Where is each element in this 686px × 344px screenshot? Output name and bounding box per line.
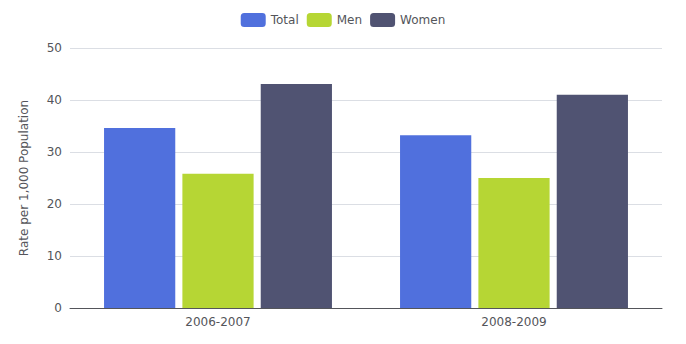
svg-text:10: 10 xyxy=(47,249,62,263)
svg-text:0: 0 xyxy=(54,301,62,315)
svg-text:Men: Men xyxy=(337,13,362,27)
svg-text:Total: Total xyxy=(270,13,299,27)
svg-text:50: 50 xyxy=(47,41,62,55)
svg-text:Rate per 1,000 Population: Rate per 1,000 Population xyxy=(17,100,31,256)
svg-text:40: 40 xyxy=(47,93,62,107)
svg-text:Women: Women xyxy=(400,13,445,27)
svg-text:30: 30 xyxy=(47,145,62,159)
svg-text:2006-2007: 2006-2007 xyxy=(185,315,250,329)
svg-text:20: 20 xyxy=(47,197,62,211)
svg-text:2008-2009: 2008-2009 xyxy=(481,315,546,329)
